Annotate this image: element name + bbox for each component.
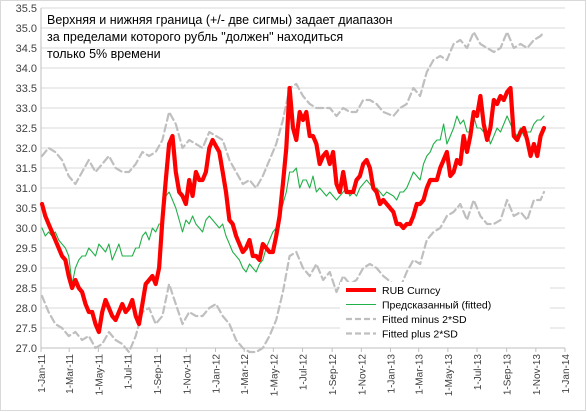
series-line-rub-curncy	[39, 85, 547, 335]
x-tick-label: 1-Jul-12	[299, 354, 310, 391]
legend-label: Предсказанный (fitted)	[382, 300, 491, 312]
x-tick-label: 1-May-12	[269, 354, 280, 397]
annotation-line: только 5% времени	[47, 47, 161, 61]
x-tick-label: 1-Sep-12	[328, 354, 339, 396]
x-tick-label: 1-Nov-11	[182, 354, 193, 395]
y-tick-label: 32.0	[16, 143, 37, 155]
legend-label: Fitted plus 2*SD	[382, 329, 458, 341]
y-tick-label: 31.5	[16, 163, 37, 175]
x-tick-label: 1-Jan-12	[212, 354, 223, 394]
y-tick-label: 30.0	[16, 223, 37, 235]
y-tick-label: 32.5	[16, 123, 37, 135]
y-tick-label: 30.5	[16, 203, 37, 215]
x-tick-label: 1-Sep-11	[153, 354, 164, 395]
x-tick-label: 1-Jan-11	[37, 354, 48, 393]
y-tick-label: 34.5	[16, 43, 37, 55]
legend-label: RUB Curncy	[382, 285, 441, 297]
x-tick-label: 1-Jan-13	[386, 354, 397, 394]
x-tick-label: 1-Sep-13	[503, 354, 514, 396]
y-tick-label: 28.0	[16, 303, 37, 315]
x-tick-label: 1-Mar-12	[240, 354, 251, 395]
y-tick-label: 31.0	[16, 183, 37, 195]
y-tick-label: 28.5	[16, 283, 37, 295]
annotation-line: Верхняя и нижняя граница (+/- две сигмы)…	[47, 13, 393, 27]
y-tick-label: 34.0	[16, 63, 37, 75]
y-tick-label: 29.0	[16, 263, 37, 275]
x-tick-label: 1-Nov-12	[357, 354, 368, 396]
y-tick-label: 27.0	[16, 343, 37, 355]
y-tick-label: 33.0	[16, 103, 37, 115]
series-line-fitted	[41, 115, 545, 285]
series-line-fitted-minus-2-sd	[40, 190, 546, 354]
annotation-line: за пределами которого рубль "должен" нах…	[47, 30, 343, 44]
x-tick-label: 1-May-11	[94, 354, 105, 396]
y-tick-label: 35.0	[16, 23, 37, 35]
y-tick-label: 35.5	[16, 3, 37, 15]
legend-label: Fitted minus 2*SD	[382, 314, 467, 326]
y-tick-label: 33.5	[16, 83, 37, 95]
x-tick-label: 1-Jul-11	[124, 354, 135, 390]
y-tick-label: 29.5	[16, 243, 37, 255]
series-line-fitted-plus-2-sd	[40, 30, 546, 190]
y-tick-label: 27.5	[16, 323, 37, 335]
x-tick-label: 1-Mar-13	[415, 354, 426, 395]
x-tick-label: 1-Nov-13	[532, 354, 543, 396]
x-tick-label: 1-Jan-14	[561, 354, 572, 394]
x-tick-label: 1-Mar-11	[65, 354, 76, 394]
x-tick-label: 1-May-13	[444, 354, 455, 397]
x-tick-label: 1-Jul-13	[473, 354, 484, 391]
